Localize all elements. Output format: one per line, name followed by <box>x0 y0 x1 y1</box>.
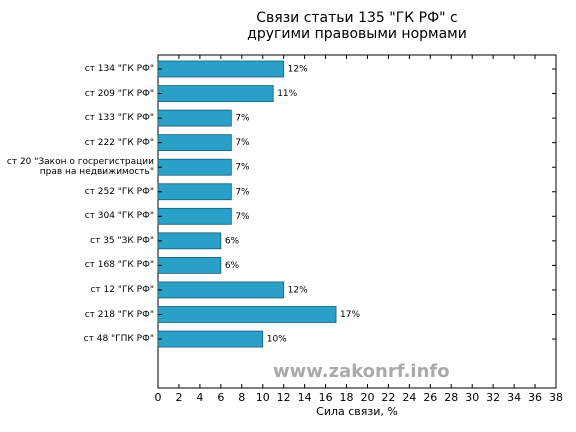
bar <box>157 85 274 102</box>
bar <box>157 158 232 176</box>
value-label: 7% <box>235 212 250 222</box>
x-tick-label: 20 <box>360 391 374 404</box>
x-tick-label: 28 <box>444 391 458 404</box>
y-tick-label: ст 134 "ГК РФ" <box>84 64 154 74</box>
bar <box>157 281 285 299</box>
bar <box>157 183 232 201</box>
y-tick-label: ст 252 "ГК РФ" <box>84 186 154 197</box>
value-label: 6% <box>225 236 240 246</box>
x-tick-label: 14 <box>298 391 312 404</box>
y-tick-label: ст 209 "ГК РФ" <box>84 88 154 99</box>
value-label: 6% <box>225 261 240 271</box>
x-tick-label: 22 <box>381 391 395 404</box>
x-tick-label: 4 <box>196 391 203 404</box>
value-label: 12% <box>288 285 308 295</box>
x-tick-label: 24 <box>402 391 416 404</box>
y-tick-label: ст 12 "ГК РФ" <box>90 284 154 295</box>
x-tick-label: 6 <box>217 391 224 404</box>
bar <box>157 60 285 78</box>
x-tick-label: 30 <box>465 391 479 404</box>
value-label: 17% <box>340 310 360 320</box>
y-tick-label: ст 168 "ГК РФ" <box>84 260 154 271</box>
value-label: 7% <box>235 163 250 173</box>
bar <box>157 256 222 274</box>
y-tick-label: ст 218 "ГК РФ" <box>84 309 154 320</box>
bar <box>157 207 232 225</box>
x-tick-label: 38 <box>549 391 563 404</box>
y-tick-label: ст 304 "ГК РФ" <box>84 211 154 222</box>
y-tick-label: ст 20 "Закон о госрегистрации прав на не… <box>6 157 154 178</box>
y-tick-label: ст 48 "ГПК РФ" <box>83 334 154 345</box>
x-tick-label: 0 <box>155 391 162 404</box>
y-tick-label: ст 35 "ЗК РФ" <box>90 235 154 246</box>
value-label: 10% <box>267 335 287 345</box>
value-label: 7% <box>235 114 250 124</box>
x-tick-label: 34 <box>507 391 521 404</box>
bar <box>157 109 232 127</box>
value-label: 12% <box>288 65 308 75</box>
x-tick-label: 26 <box>423 391 437 404</box>
x-tick-label: 16 <box>319 391 333 404</box>
x-axis-label: Сила связи, % <box>316 405 398 418</box>
value-label: 7% <box>235 138 250 148</box>
x-tick-label: 10 <box>256 391 270 404</box>
bar <box>157 134 232 152</box>
x-tick-label: 2 <box>175 391 182 404</box>
x-tick-label: 12 <box>277 391 291 404</box>
bar <box>157 306 337 323</box>
value-label: 7% <box>235 187 250 197</box>
watermark: www.zakonrf.info <box>273 361 450 382</box>
x-tick-label: 36 <box>528 391 542 404</box>
y-tick-label: ст 222 "ГК РФ" <box>84 137 154 148</box>
x-tick-label: 8 <box>238 391 245 404</box>
x-tick-label: 18 <box>340 391 354 404</box>
bar <box>157 330 264 348</box>
bar <box>157 232 222 250</box>
chart-title: Связи статьи 135 "ГК РФ" с другими право… <box>247 10 467 42</box>
y-tick-label: ст 133 "ГК РФ" <box>84 113 154 124</box>
x-tick-label: 32 <box>486 391 500 404</box>
value-label: 11% <box>277 89 297 99</box>
